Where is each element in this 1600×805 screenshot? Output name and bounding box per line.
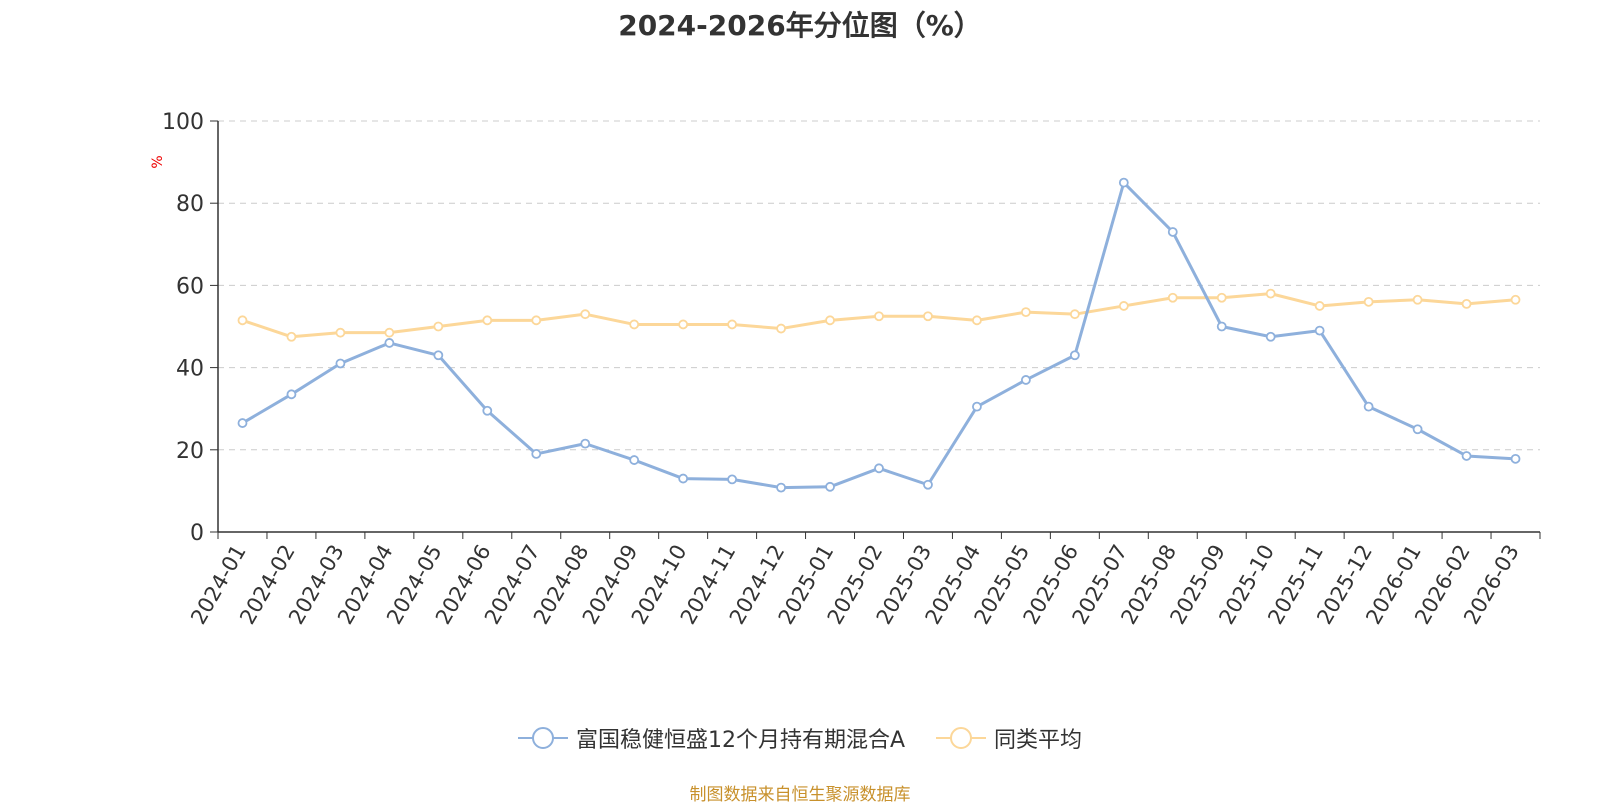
- data-point-s0-16: [1020, 375, 1031, 385]
- data-point-s0-9: [678, 473, 689, 484]
- chart-title: 2024-2026年分位图（%）: [618, 9, 982, 42]
- data-point-s0-3: [384, 338, 395, 348]
- data-point-s0-13: [874, 463, 884, 474]
- y-tick-label: 60: [176, 274, 204, 299]
- legend-item-fund[interactable]: 富国稳健恒盛12个月持有期混合A: [517, 722, 906, 754]
- data-point-s0-23: [1363, 401, 1374, 412]
- legend-label-peer-average: 同类平均: [994, 728, 1083, 753]
- source-note: 制图数据来自恒生聚源数据库: [689, 785, 911, 805]
- data-point-s1-11: [776, 323, 786, 334]
- data-point-s0-4: [433, 350, 444, 361]
- data-point-s0-6: [531, 449, 542, 459]
- data-point-s1-14: [923, 311, 933, 322]
- data-point-s1-0: [237, 315, 248, 326]
- data-point-s1-5: [482, 315, 493, 326]
- data-point-s0-20: [1216, 321, 1227, 332]
- data-point-s0-8: [629, 455, 640, 465]
- data-point-s0-7: [580, 438, 591, 449]
- data-point-s1-17: [1069, 309, 1080, 320]
- data-point-s0-22: [1314, 325, 1325, 336]
- legend: 富国稳健恒盛12个月持有期混合A 同类平均: [0, 722, 1600, 756]
- y-axis-label: %: [150, 155, 166, 168]
- data-point-s0-11: [776, 482, 786, 493]
- data-point-s1-24: [1412, 294, 1423, 305]
- data-point-s1-2: [335, 327, 346, 338]
- data-point-s1-8: [629, 319, 640, 330]
- legend-item-peer-average[interactable]: 同类平均: [936, 722, 1082, 754]
- data-point-s1-16: [1020, 307, 1031, 318]
- data-point-s1-7: [580, 309, 591, 320]
- data-point-s1-21: [1265, 288, 1276, 299]
- data-point-s1-25: [1461, 298, 1472, 309]
- data-point-s0-15: [972, 401, 982, 412]
- data-point-s0-24: [1412, 424, 1423, 435]
- data-point-s1-9: [678, 319, 689, 330]
- data-point-s0-12: [825, 481, 835, 492]
- data-point-s1-12: [825, 315, 835, 326]
- data-point-s0-19: [1167, 227, 1178, 237]
- data-point-s1-3: [384, 327, 395, 338]
- data-point-s1-18: [1118, 301, 1129, 311]
- data-point-s0-26: [1510, 453, 1521, 464]
- data-point-s0-2: [335, 358, 346, 369]
- data-point-s0-21: [1265, 331, 1276, 342]
- y-tick-label: 100: [162, 110, 204, 135]
- legend-peer-line-icon: [936, 727, 987, 749]
- data-point-s0-1: [286, 389, 297, 400]
- legend-label-fund: 富国稳健恒盛12个月持有期混合A: [575, 728, 906, 753]
- data-point-s0-0: [237, 418, 248, 428]
- data-point-s0-5: [482, 405, 493, 416]
- data-point-s1-23: [1363, 296, 1374, 307]
- data-point-s1-1: [286, 331, 297, 342]
- y-tick-label: 20: [176, 439, 204, 464]
- data-point-s1-19: [1167, 292, 1178, 303]
- data-point-s1-22: [1314, 301, 1325, 311]
- data-point-s1-6: [531, 315, 542, 326]
- data-point-s0-25: [1461, 451, 1472, 461]
- y-tick-label: 80: [176, 192, 204, 217]
- data-point-s1-13: [874, 311, 884, 322]
- data-point-s1-4: [433, 321, 444, 332]
- series-line-0: [241, 181, 1516, 490]
- data-point-s0-18: [1118, 177, 1129, 188]
- data-point-s0-10: [727, 474, 738, 485]
- data-point-s0-14: [923, 479, 933, 490]
- data-point-s1-10: [727, 319, 738, 330]
- legend-fund-line-icon: [517, 727, 568, 749]
- data-point-s1-20: [1216, 292, 1227, 303]
- data-point-s1-15: [972, 315, 982, 326]
- data-point-s1-26: [1510, 294, 1521, 305]
- y-tick-label: 0: [190, 521, 204, 546]
- y-tick-label: 40: [176, 357, 204, 382]
- data-point-s0-17: [1069, 350, 1080, 361]
